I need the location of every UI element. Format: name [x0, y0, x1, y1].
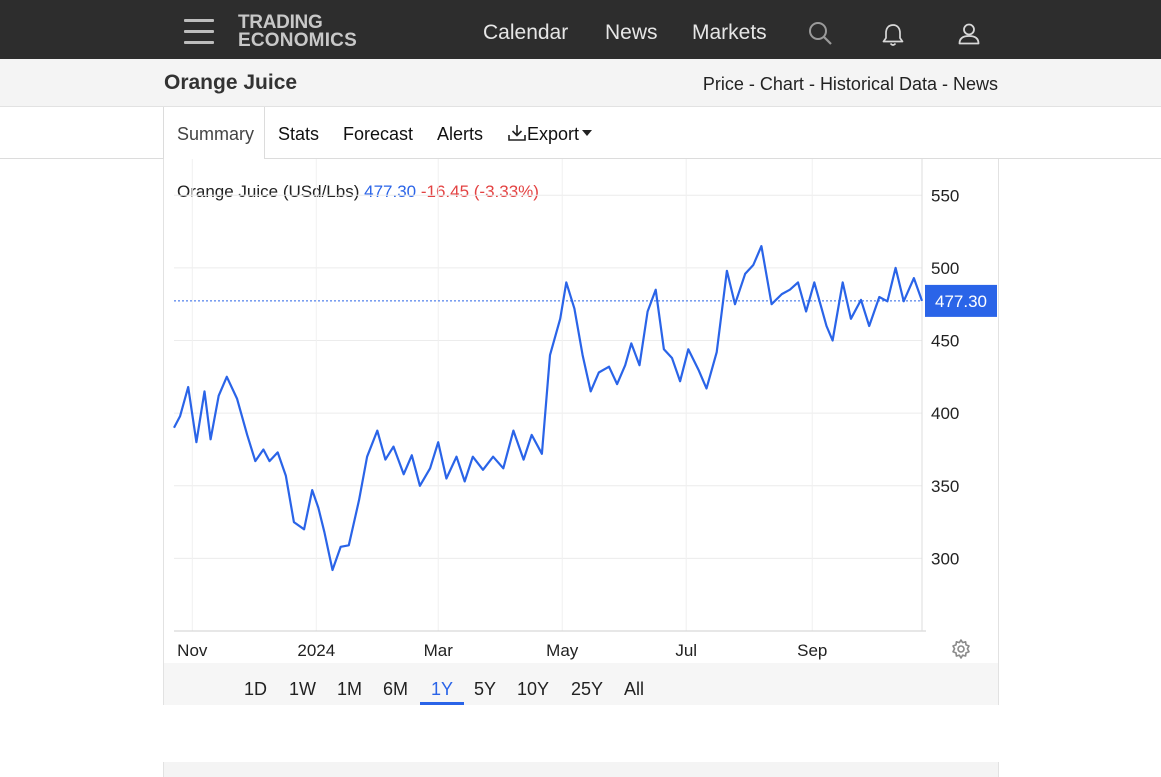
- chart-panel: [163, 159, 999, 663]
- legend-series-name: Orange Juice (USd/Lbs): [177, 182, 360, 201]
- search-icon[interactable]: [807, 20, 833, 46]
- chart-legend: Orange Juice (USd/Lbs) 477.30 -16.45 (-3…: [177, 182, 539, 202]
- range-selector: 1D 1W 1M 6M 1Y 5Y 10Y 25Y All: [163, 663, 999, 705]
- range-25y-button[interactable]: 25Y: [571, 679, 604, 699]
- range-10y-button[interactable]: 10Y: [517, 679, 550, 699]
- tab-summary-label: Summary: [177, 124, 255, 144]
- historical-data-link[interactable]: Historical Data: [819, 74, 937, 94]
- page-header: Orange Juice Price - Chart - Historical …: [0, 59, 1161, 107]
- link-separator: -: [803, 74, 820, 94]
- download-icon: [508, 125, 526, 141]
- range-5y-button[interactable]: 5Y: [474, 679, 497, 699]
- range-all-button[interactable]: All: [624, 679, 645, 699]
- price-link[interactable]: Price: [702, 74, 744, 94]
- hamburger-menu-icon[interactable]: [184, 19, 214, 44]
- nav-news-link[interactable]: News: [605, 21, 658, 44]
- news-link[interactable]: News: [952, 74, 998, 94]
- range-1m-button[interactable]: 1M: [337, 679, 363, 699]
- tab-forecast[interactable]: Forecast: [343, 124, 414, 144]
- top-navbar: TRADING ECONOMICS Calendar News Markets: [0, 0, 1161, 59]
- chart-settings-gear-icon[interactable]: [950, 638, 972, 660]
- bell-icon[interactable]: [880, 22, 906, 48]
- user-account-icon[interactable]: [956, 21, 982, 47]
- tab-stats[interactable]: Stats: [278, 124, 320, 144]
- legend-last-price: 477.30: [364, 182, 417, 201]
- tab-bar: Summary Stats Forecast Alerts Export: [0, 107, 1161, 159]
- nav-markets-link[interactable]: Markets: [692, 21, 767, 44]
- export-label: Export: [527, 124, 580, 144]
- caret-down-icon: [582, 130, 593, 136]
- range-1d-button[interactable]: 1D: [244, 679, 268, 699]
- bottom-panel-edge: [163, 762, 999, 777]
- range-1w-button[interactable]: 1W: [289, 679, 316, 699]
- range-1y-button[interactable]: 1Y: [431, 679, 454, 699]
- page-links: Price - Chart - Historical Data - News: [703, 74, 998, 95]
- page-title: Orange Juice: [164, 71, 298, 94]
- link-separator: -: [743, 74, 760, 94]
- legend-change: -16.45 (-3.33%): [420, 182, 539, 201]
- logo-line-1: TRADING: [238, 12, 323, 33]
- range-6m-button[interactable]: 6M: [383, 679, 409, 699]
- logo-line-2: ECONOMICS: [238, 30, 357, 51]
- chart-link[interactable]: Chart: [759, 74, 804, 94]
- range-selected-indicator: [420, 702, 464, 705]
- tab-alerts[interactable]: Alerts: [437, 124, 484, 144]
- export-dropdown[interactable]: Export: [507, 124, 593, 145]
- tab-summary[interactable]: Summary: [163, 107, 265, 159]
- trading-economics-logo[interactable]: TRADING ECONOMICS: [238, 12, 357, 51]
- nav-calendar-link[interactable]: Calendar: [483, 21, 569, 44]
- link-separator: -: [936, 74, 953, 94]
